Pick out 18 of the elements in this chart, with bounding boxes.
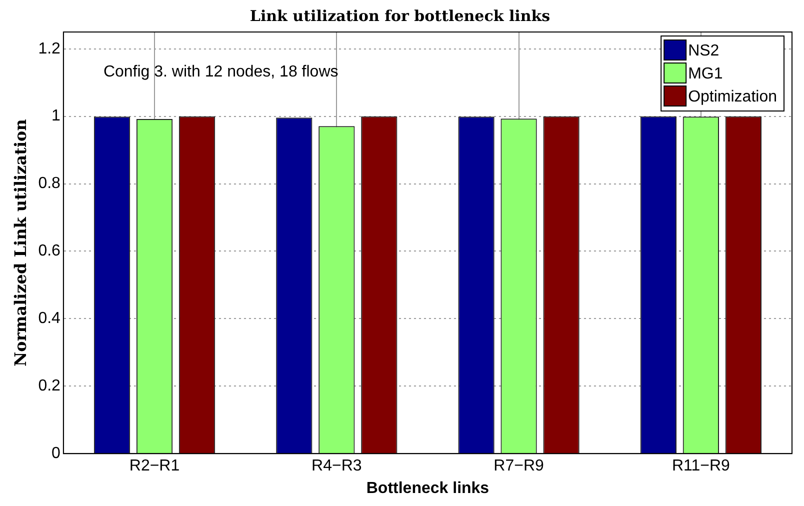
x-tick-label: R4−R3: [312, 458, 362, 475]
y-axis-title: Normalized Link utilization: [10, 118, 30, 366]
x-tick-label: R7−R9: [494, 458, 544, 475]
y-tick-label: 0.8: [38, 175, 61, 192]
y-tick-label: 1.2: [38, 40, 61, 58]
x-axis-title: Bottleneck links: [366, 480, 490, 497]
y-tick-label: 0.6: [38, 242, 61, 260]
legend-label: Optimization: [688, 88, 777, 106]
legend-label: NS2: [688, 42, 720, 60]
y-tick-label: 0.2: [38, 378, 61, 395]
y-tick-label: 0.4: [38, 310, 61, 328]
legend-label: MG1: [688, 65, 723, 82]
y-tick-label: 1: [52, 108, 61, 125]
x-tick-label: R2−R1: [129, 458, 180, 475]
chart-title: Link utilization for bottleneck links: [250, 6, 550, 25]
y-tick-label: 0: [52, 445, 61, 462]
annotation: Config 3. with 12 nodes, 18 flows: [103, 63, 338, 80]
x-tick-label: R11−R9: [672, 458, 730, 475]
